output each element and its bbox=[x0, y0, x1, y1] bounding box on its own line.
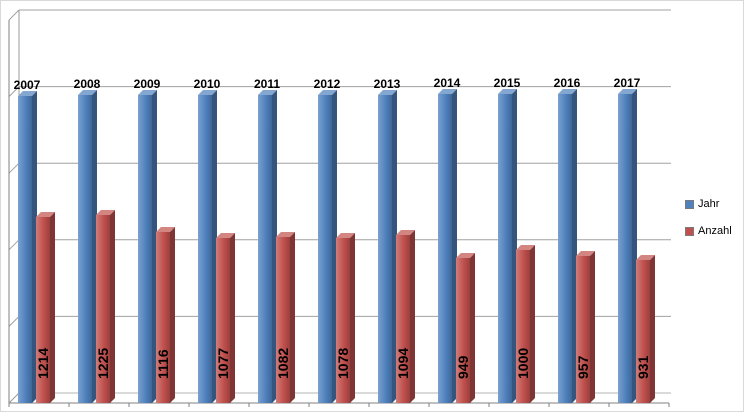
year-data-label: 2012 bbox=[313, 76, 341, 91]
bar-anzahl-2011[interactable] bbox=[276, 232, 295, 403]
bar-jahr-2010[interactable] bbox=[198, 90, 217, 403]
anzahl-data-label: 1116 bbox=[155, 349, 171, 379]
year-data-label: 2011 bbox=[253, 76, 281, 91]
anzahl-data-label: 949 bbox=[455, 355, 471, 379]
anzahl-data-label: 931 bbox=[635, 355, 651, 379]
legend-item-jahr[interactable]: Jahr bbox=[685, 199, 732, 210]
bar-anzahl-2010[interactable] bbox=[216, 233, 235, 403]
legend-label-jahr: Jahr bbox=[698, 198, 720, 210]
year-data-label: 2009 bbox=[133, 77, 161, 92]
bar-anzahl-2016[interactable] bbox=[576, 251, 595, 403]
gridline bbox=[8, 392, 20, 404]
legend-swatch-jahr bbox=[685, 200, 694, 209]
bar-jahr-2015[interactable] bbox=[498, 89, 517, 403]
bar-jahr-2011[interactable] bbox=[258, 89, 277, 403]
year-data-label: 2008 bbox=[73, 77, 101, 92]
bar-jahr-2017[interactable] bbox=[618, 88, 637, 403]
year-data-label: 2007 bbox=[13, 77, 41, 92]
bar-jahr-2009[interactable] bbox=[138, 90, 157, 403]
legend: Jahr Anzahl bbox=[685, 199, 732, 237]
bar-jahr-2012[interactable] bbox=[318, 89, 337, 403]
anzahl-data-label: 1082 bbox=[275, 347, 291, 379]
anzahl-data-label: 1078 bbox=[335, 347, 351, 379]
legend-item-anzahl[interactable]: Anzahl bbox=[685, 226, 732, 237]
anzahl-data-label: 1077 bbox=[215, 347, 231, 379]
bar-anzahl-2014[interactable] bbox=[456, 252, 475, 403]
anzahl-data-label: 1000 bbox=[515, 347, 531, 379]
year-data-label: 2014 bbox=[433, 76, 461, 91]
bar-jahr-2013[interactable] bbox=[378, 89, 397, 403]
bar-anzahl-2013[interactable] bbox=[396, 230, 415, 403]
bar-jahr-2016[interactable] bbox=[558, 89, 577, 403]
anzahl-data-label: 1094 bbox=[395, 347, 411, 379]
gridline bbox=[8, 316, 20, 327]
bar-anzahl-2015[interactable] bbox=[516, 244, 535, 403]
year-data-label: 2015 bbox=[493, 76, 521, 91]
year-data-label: 2016 bbox=[553, 76, 581, 91]
anzahl-data-label: 957 bbox=[575, 355, 591, 379]
bar-anzahl-2007[interactable] bbox=[36, 212, 55, 403]
legend-label-anzahl: Anzahl bbox=[698, 225, 732, 237]
bar-anzahl-2008[interactable] bbox=[96, 210, 115, 403]
anzahl-data-label: 1214 bbox=[35, 347, 51, 379]
legend-swatch-anzahl bbox=[685, 227, 694, 236]
bar-jahr-2014[interactable] bbox=[438, 89, 457, 403]
bar-jahr-2008[interactable] bbox=[78, 90, 97, 403]
gridline bbox=[8, 162, 20, 174]
gridline bbox=[8, 239, 20, 251]
bar-anzahl-2009[interactable] bbox=[156, 227, 175, 403]
year-data-label: 2010 bbox=[193, 77, 221, 92]
anzahl-data-label: 1225 bbox=[95, 347, 111, 379]
gridline bbox=[8, 86, 20, 97]
year-data-label: 2017 bbox=[613, 75, 641, 90]
gridline bbox=[8, 9, 20, 21]
bar-anzahl-2017[interactable] bbox=[636, 255, 655, 403]
bar-anzahl-2012[interactable] bbox=[336, 232, 355, 403]
bar-jahr-2007[interactable] bbox=[18, 90, 37, 403]
year-data-label: 2013 bbox=[373, 76, 401, 91]
